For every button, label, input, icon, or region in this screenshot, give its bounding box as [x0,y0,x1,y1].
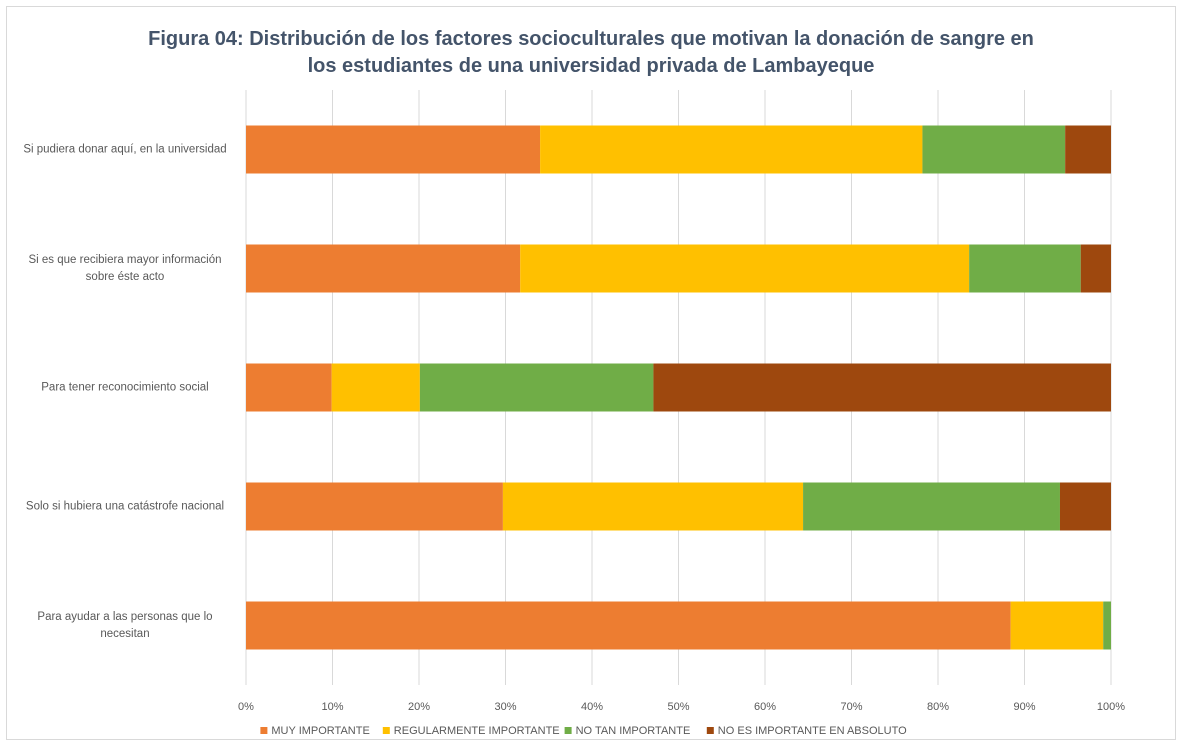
x-tick-label: 60% [754,701,776,713]
bar-segment [331,363,420,412]
x-tick-label: 80% [927,701,949,713]
bar-segment [922,125,1066,174]
chart-title: Figura 04: Distribución de los factores … [148,28,1034,77]
legend-swatch [260,727,268,734]
bar-segment [246,125,541,174]
y-tick-label: Para tener reconocimiento social [41,381,209,393]
bar-segment [502,482,804,531]
y-tick-label: Si pudiera donar aquí, en la universidad [23,143,227,155]
bar-segment [246,482,503,531]
bar-segment [419,363,654,412]
x-tick-label: 0% [238,701,254,713]
bar-segment [540,125,923,174]
legend-swatch [706,727,714,734]
legend-label: NO TAN IMPORTANTE [576,725,691,737]
bar-segment [1080,244,1111,293]
bar-segment [1065,125,1111,174]
bar-segment [969,244,1081,293]
x-tick-label: 10% [321,701,343,713]
bar-segment [520,244,970,293]
bar-segment [1059,482,1111,531]
bar-segment [246,363,332,412]
legend-label: REGULARMENTE IMPORTANTE [394,725,560,737]
bar-segment [653,363,1111,412]
bar-segment [246,601,1011,650]
x-tick-label: 40% [581,701,603,713]
legend-swatch [564,727,572,734]
bar-segment [1103,601,1111,650]
x-tick-label: 90% [1013,701,1035,713]
legend-swatch [382,727,390,734]
bar-segment [803,482,1060,531]
x-tick-label: 100% [1097,701,1125,713]
y-tick-label: Si es que recibiera mayor información so… [28,253,222,283]
x-tick-label: 50% [667,701,689,713]
y-tick-label: Para ayudar a las personas que lo necesi… [37,610,213,640]
x-tick-label: 70% [840,701,862,713]
legend-label: MUY IMPORTANTE [271,725,369,737]
bar-segment [1010,601,1104,650]
bar-segment [246,244,521,293]
x-tick-label: 30% [494,701,516,713]
legend-label: NO ES IMPORTANTE EN ABSOLUTO [718,725,907,737]
y-tick-label: Solo si hubiera una catástrofe nacional [25,500,225,512]
chart-border [6,6,1176,740]
x-tick-label: 20% [408,701,430,713]
